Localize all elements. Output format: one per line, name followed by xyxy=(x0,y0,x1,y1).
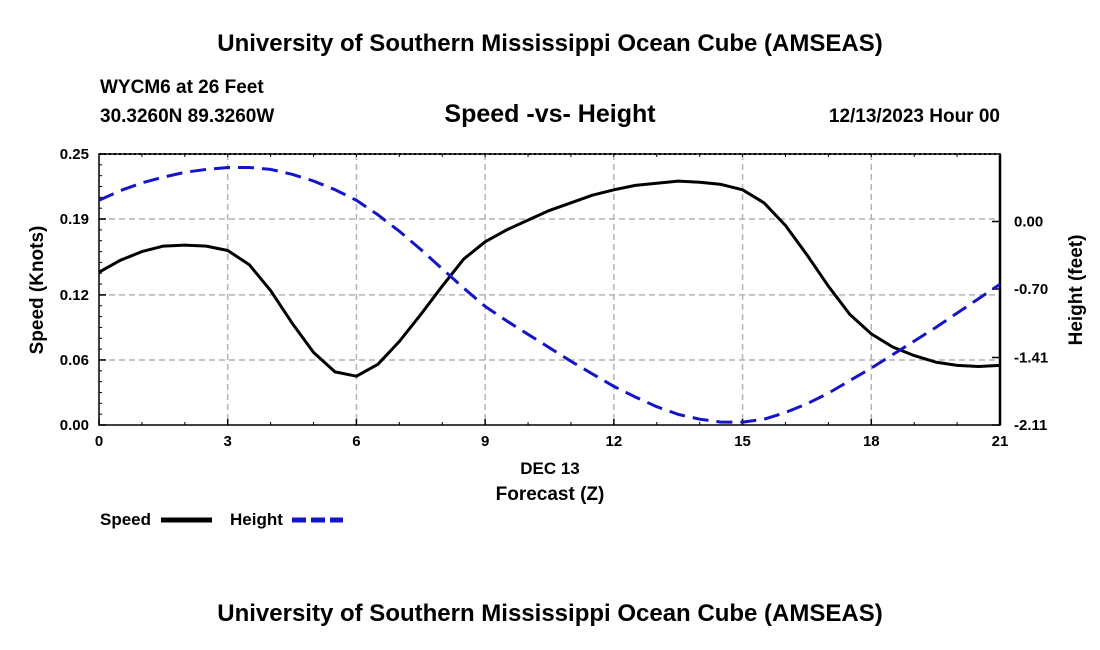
station-label: WYCM6 at 26 Feet xyxy=(100,77,264,98)
y-left-tick-label: 0.12 xyxy=(60,287,89,304)
y-left-tick-label: 0.25 xyxy=(60,146,89,163)
y-right-tick-label: -1.41 xyxy=(1014,349,1048,366)
axis-ticks xyxy=(98,153,1001,426)
series-line-height xyxy=(98,166,1001,424)
y-right-tick-label: 0.00 xyxy=(1014,214,1043,231)
x-tick-label: 18 xyxy=(863,433,880,450)
y-right-tick-label: -0.70 xyxy=(1014,281,1048,298)
y-left-tick-label: 0.19 xyxy=(60,211,89,228)
y-left-tick-label: 0.00 xyxy=(60,417,89,434)
x-tick-label: 9 xyxy=(481,433,489,450)
series-line-speed xyxy=(98,179,1001,378)
y-axis-label-right: Height (feet) xyxy=(1066,235,1087,346)
y-left-tick-label: 0.06 xyxy=(60,352,89,369)
speed-height-chart: 0 3 6 9 12 15 18 21 0.00 0.06 0.12 0.19 0.25 -2.11 -1.… xyxy=(27,146,1087,529)
x-tick-label: 21 xyxy=(992,433,1009,450)
x-axis-label: Forecast (Z) xyxy=(496,484,605,505)
x-tick-label: 6 xyxy=(352,433,360,450)
x-date-label: DEC 13 xyxy=(520,459,580,478)
chart-title: Speed -vs- Height xyxy=(444,100,656,128)
y-right-tick-label: -2.11 xyxy=(1014,417,1047,434)
grid-lines xyxy=(99,154,1000,425)
x-tick-label: 0 xyxy=(95,433,103,450)
tick-labels: 0 3 6 9 12 15 18 21 0.00 0.06 0.12 0.19 0.25 -2.11 -1.… xyxy=(60,146,1048,450)
coordinates-label: 30.3260N 89.3260W xyxy=(100,106,275,127)
plot-frame xyxy=(98,153,1001,426)
legend-height-label: Height xyxy=(230,510,283,529)
date-label: 12/13/2023 Hour 00 xyxy=(828,106,1000,127)
header-title: University of Southern Mississippi Ocean… xyxy=(217,30,883,57)
footer-title: University of Southern Mississippi Ocean… xyxy=(217,600,883,627)
x-tick-label: 15 xyxy=(734,433,751,450)
y-axis-label-left: Speed (Knots) xyxy=(27,226,48,355)
x-tick-label: 12 xyxy=(606,433,623,450)
series-lines xyxy=(98,166,1001,424)
legend-speed-label: Speed xyxy=(100,510,151,529)
x-tick-label: 3 xyxy=(224,433,232,450)
